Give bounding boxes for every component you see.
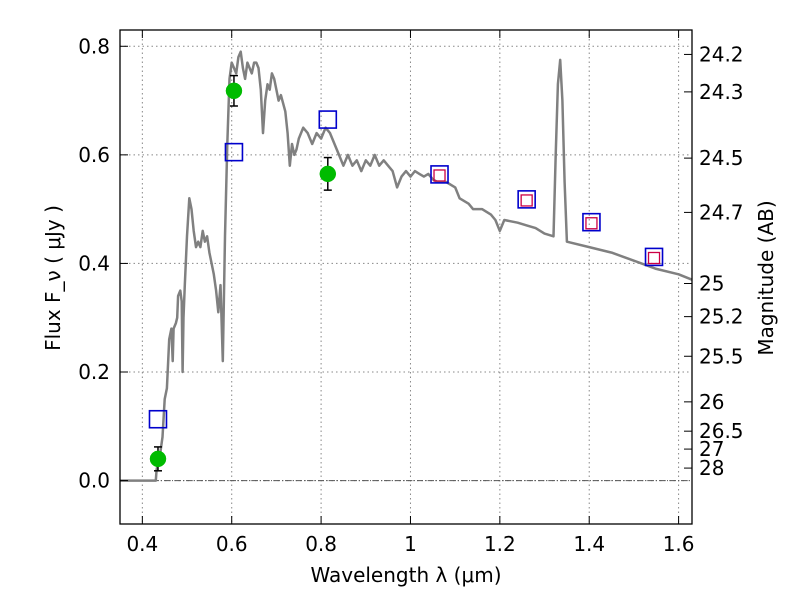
y-axis-label: Flux F_ν ( μJy ): [41, 205, 65, 351]
x-tick-label: 1.2: [484, 532, 516, 556]
y-tick-label: 0.2: [78, 360, 110, 384]
alt-photometry-square: [647, 251, 661, 265]
y-tick-label: 0.0: [78, 469, 110, 493]
magnitude-tick-label: 28: [699, 456, 724, 480]
magnitude-tick-label: 26.5: [699, 419, 744, 443]
magnitude-axis-label: Magnitude (AB): [754, 200, 778, 355]
plot-frame: [119, 29, 693, 525]
model-photometry-square: [148, 409, 168, 429]
magnitude-tick-label: 25.2: [699, 305, 744, 329]
alt-photometry-square: [520, 194, 533, 207]
model-photometry-square: [224, 142, 244, 162]
model-photometry-square: [517, 190, 536, 209]
x-tick-label: 1.6: [663, 532, 695, 556]
y-tick-label: 0.6: [78, 143, 110, 167]
magnitude-tick-label: 25.5: [699, 344, 744, 368]
model-photometry-square: [430, 165, 449, 184]
x-axis-label: Wavelength λ (μm): [310, 563, 501, 587]
alt-photometry-square: [585, 217, 598, 230]
y-tick-label: 0.4: [78, 251, 110, 275]
magnitude-tick-label: 27: [699, 437, 724, 461]
magnitude-tick-label: 24.3: [699, 80, 744, 104]
x-tick-label: 0.4: [126, 532, 158, 556]
magnitude-tick-label: 25: [699, 272, 724, 296]
x-tick-label: 1: [404, 532, 417, 556]
observed-flux-point: [225, 82, 243, 100]
model-photometry-square: [582, 212, 601, 232]
x-tick-label: 0.6: [216, 532, 248, 556]
magnitude-tick-label: 24.7: [699, 200, 744, 224]
model-photometry-square: [318, 110, 338, 129]
y-tick-label: 0.8: [78, 34, 110, 58]
magnitude-tick-label: 24.2: [699, 42, 744, 66]
plot-area: [120, 30, 692, 524]
magnitude-tick-label: 24.5: [699, 146, 744, 170]
x-tick-label: 0.8: [305, 532, 337, 556]
model-photometry-square: [644, 247, 664, 267]
alt-photometry-square: [433, 169, 446, 182]
observed-flux-point: [319, 165, 337, 183]
observed-flux-point: [149, 450, 167, 468]
magnitude-tick-label: 26: [699, 390, 724, 414]
x-tick-label: 1.4: [573, 532, 605, 556]
model-spectrum-line: [120, 50, 693, 482]
